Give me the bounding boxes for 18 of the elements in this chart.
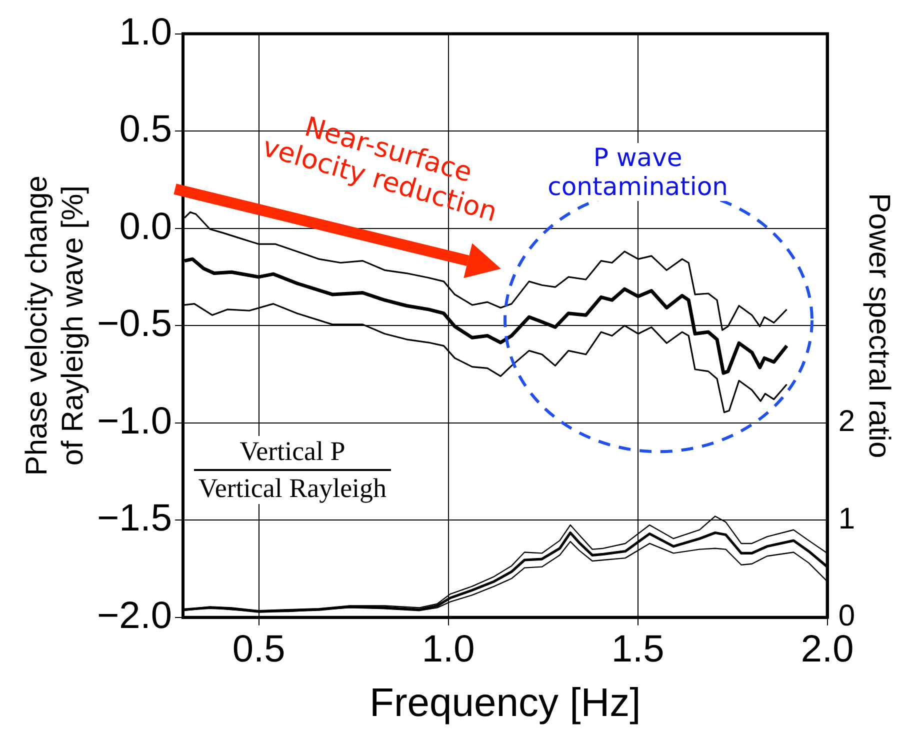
x-tick-label: 1.0 xyxy=(422,628,475,671)
x-axis-title: Frequency [Hz] xyxy=(370,681,641,726)
annotation: Vertical Rayleigh xyxy=(197,472,388,504)
y-tick-label: 0.0 xyxy=(119,206,172,248)
y2-axis-title: Power spectral ratio xyxy=(862,193,896,458)
y-tick-label: −1.5 xyxy=(96,498,172,540)
y-tick-label: −1.0 xyxy=(96,400,172,442)
y-tick-label: 0.5 xyxy=(119,108,172,151)
y2-tick-label: 1 xyxy=(838,502,856,536)
x-tick-label: 0.5 xyxy=(232,628,286,671)
y-tick-label: −0.5 xyxy=(96,303,172,346)
y-tick-label: −2.0 xyxy=(96,594,172,637)
annotation: P wave contamination xyxy=(512,142,763,201)
annotation: Vertical P xyxy=(194,436,391,472)
y-tick-label: 1.0 xyxy=(119,11,172,54)
y-axis-title: Phase velocity change of Rayleigh wave [%] xyxy=(20,176,90,476)
y2-tick-label: 2 xyxy=(838,405,856,438)
x-tick-label: 1.5 xyxy=(611,628,664,671)
